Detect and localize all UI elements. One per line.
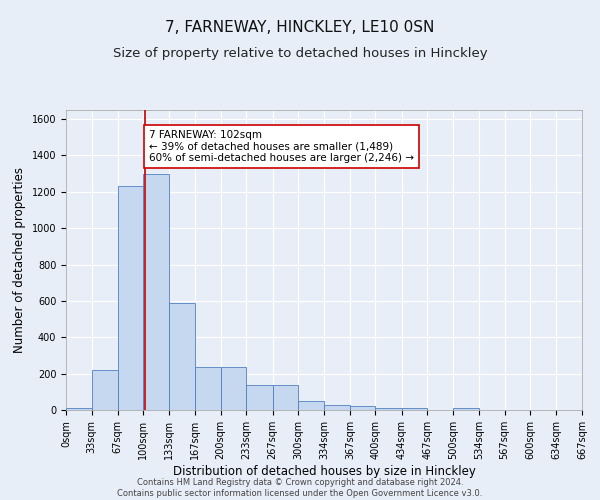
Bar — [195, 368, 221, 410]
X-axis label: Distribution of detached houses by size in Hinckley: Distribution of detached houses by size … — [173, 464, 475, 477]
Bar — [221, 368, 246, 410]
Bar — [376, 408, 402, 410]
Bar — [246, 384, 272, 410]
Text: Size of property relative to detached houses in Hinckley: Size of property relative to detached ho… — [113, 48, 487, 60]
Bar — [92, 370, 118, 410]
Bar — [298, 402, 325, 410]
Bar — [272, 384, 298, 410]
Text: 7 FARNEWAY: 102sqm
← 39% of detached houses are smaller (1,489)
60% of semi-deta: 7 FARNEWAY: 102sqm ← 39% of detached hou… — [149, 130, 414, 163]
Bar — [118, 186, 143, 410]
Bar — [453, 408, 479, 410]
Y-axis label: Number of detached properties: Number of detached properties — [13, 167, 26, 353]
Bar — [143, 174, 169, 410]
Text: Contains HM Land Registry data © Crown copyright and database right 2024.
Contai: Contains HM Land Registry data © Crown c… — [118, 478, 482, 498]
Text: 7, FARNEWAY, HINCKLEY, LE10 0SN: 7, FARNEWAY, HINCKLEY, LE10 0SN — [166, 20, 434, 35]
Bar — [66, 408, 92, 410]
Bar — [169, 302, 195, 410]
Bar — [325, 406, 350, 410]
Bar — [402, 408, 427, 410]
Bar — [350, 406, 376, 410]
